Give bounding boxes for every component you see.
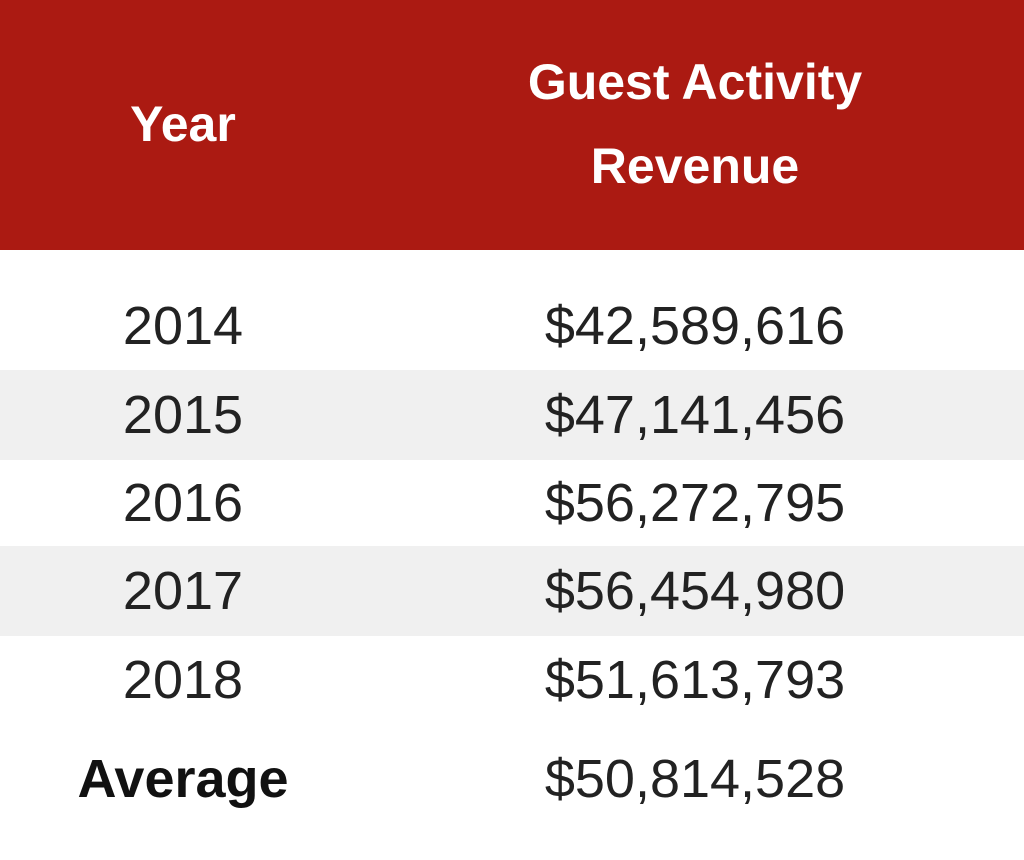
header-year: Year bbox=[130, 96, 236, 152]
year-cell: 2015 bbox=[122, 385, 244, 445]
year-cell: 2017 bbox=[122, 561, 244, 621]
average-row: Average $50,814,528 bbox=[0, 724, 1024, 834]
average-revenue: $50,814,528 bbox=[544, 749, 846, 809]
header-revenue-line1: Guest Activity bbox=[527, 54, 863, 110]
year-cell: 2018 bbox=[122, 650, 244, 710]
revenue-cell: $42,589,616 bbox=[544, 296, 846, 356]
year-cell: 2016 bbox=[122, 473, 244, 533]
average-label: Average bbox=[77, 749, 289, 809]
revenue-cell: $56,454,980 bbox=[544, 561, 846, 621]
revenue-cell: $51,613,793 bbox=[544, 650, 846, 710]
table-row: 2014 $42,589,616 bbox=[0, 282, 1024, 370]
table-row: 2018 $51,613,793 bbox=[0, 636, 1024, 724]
year-cell: 2014 bbox=[122, 296, 244, 356]
header-revenue-line2: Revenue bbox=[590, 138, 800, 194]
revenue-cell: $56,272,795 bbox=[544, 473, 846, 533]
table-row: 2017 $56,454,980 bbox=[0, 546, 1024, 636]
header-revenue: Guest Activity Revenue bbox=[440, 40, 950, 208]
revenue-cell: $47,141,456 bbox=[544, 385, 846, 445]
table-header: Year Guest Activity Revenue bbox=[0, 0, 1024, 250]
table-row: 2015 $47,141,456 bbox=[0, 370, 1024, 460]
table-row: 2016 $56,272,795 bbox=[0, 460, 1024, 546]
